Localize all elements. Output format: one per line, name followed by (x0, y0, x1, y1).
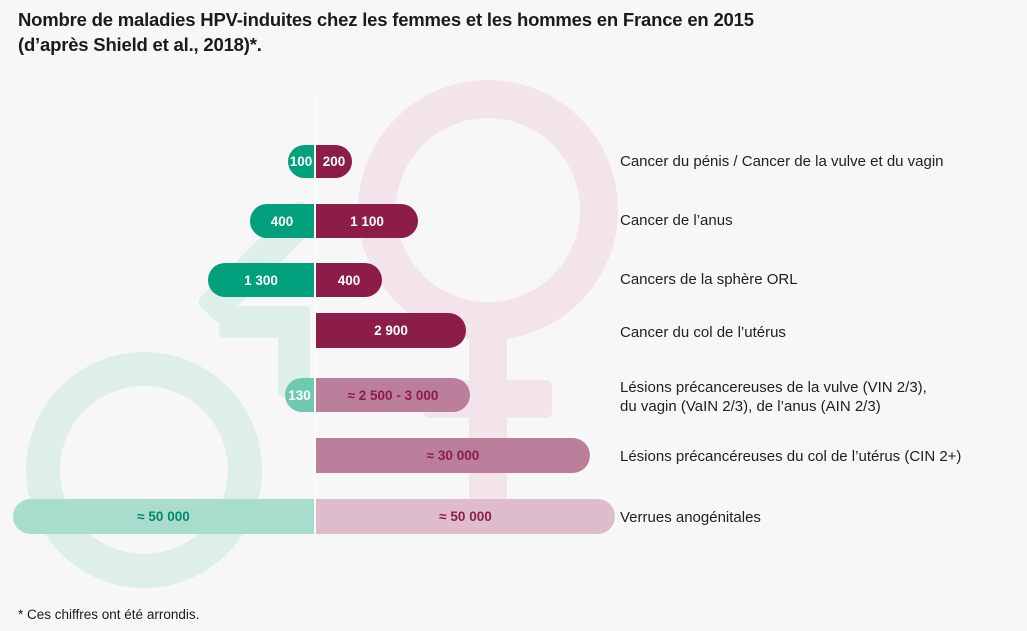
bar-right: ≈ 2 500 - 3 000 (316, 378, 470, 412)
bar-value-label: 1 100 (350, 213, 384, 229)
bar-value-label: ≈ 50 000 (439, 509, 492, 524)
row-category-label: Cancer du col de l’utérus (620, 324, 786, 341)
bar-value-label: 200 (322, 154, 346, 169)
bar-value-label: 400 (337, 272, 361, 288)
row-category-label: Verrues anogénitales (620, 509, 761, 526)
row-category-label: Lésions précancereuses de la vulve (VIN … (620, 379, 927, 415)
bar-left: 1 300 (208, 263, 314, 297)
bar-left: 100 (288, 145, 314, 178)
row-category-label: Cancers de la sphère ORL (620, 271, 798, 288)
bar-value-label: 400 (270, 213, 294, 229)
bar-value-label: 1 300 (244, 272, 278, 288)
row-category-label: Cancer du pénis / Cancer de la vulve et … (620, 153, 944, 170)
bar-left: ≈ 50 000 (13, 499, 314, 534)
bar-left: 130 (285, 378, 314, 412)
bar-value-label: ≈ 30 000 (426, 448, 480, 463)
bar-value-label: 2 900 (374, 323, 408, 338)
bar-right: 2 900 (316, 313, 466, 348)
row-category-label: Cancer de l’anus (620, 212, 733, 229)
bar-value-label: 130 (288, 387, 311, 403)
bar-right: 400 (316, 263, 382, 297)
center-divider (314, 95, 316, 535)
footnote: * Ces chiffres ont été arrondis. (18, 607, 200, 622)
bar-right: ≈ 50 000 (316, 499, 615, 534)
page-title: Nombre de maladies HPV-induites chez les… (18, 7, 918, 57)
bar-value-label: ≈ 50 000 (137, 509, 190, 524)
bar-right: 1 100 (316, 204, 418, 238)
title-line-1: Nombre de maladies HPV-induites chez les… (18, 9, 754, 30)
bar-value-label: 100 (289, 154, 313, 169)
title-line-2: (d’après Shield et al., 2018)*. (18, 34, 262, 55)
bar-right: ≈ 30 000 (316, 438, 590, 473)
bar-value-label: ≈ 2 500 - 3 000 (347, 387, 439, 403)
bar-right: 200 (316, 145, 352, 178)
bar-left: 400 (250, 204, 314, 238)
row-category-label: Lésions précancéreuses du col de l’utéru… (620, 448, 962, 465)
